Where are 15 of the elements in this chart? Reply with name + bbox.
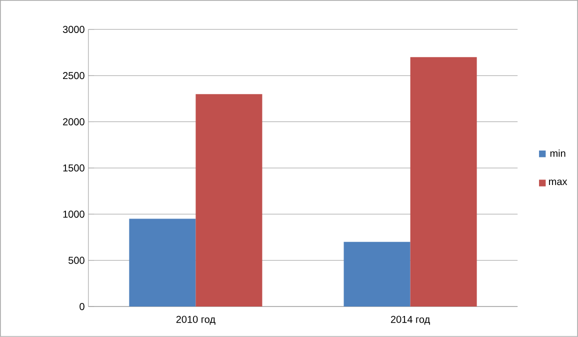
y-tick-label: 1500 <box>63 164 84 172</box>
x-tick-label: 2010 год <box>176 316 216 325</box>
y-tick-label: 500 <box>68 256 84 264</box>
y-tick-label: 2000 <box>63 118 84 126</box>
x-tick-label: 2014 год <box>390 316 430 325</box>
legend-label: max <box>549 180 568 186</box>
y-tick-label: 0 <box>80 303 84 310</box>
y-tick-label: 3000 <box>62 26 84 34</box>
bar <box>196 94 262 307</box>
y-tick-label: 1000 <box>63 210 84 218</box>
legend-label: min <box>550 150 566 157</box>
y-tick-label: 2500 <box>63 72 84 80</box>
bar <box>129 218 196 307</box>
bar <box>410 57 477 307</box>
bar <box>344 242 410 307</box>
